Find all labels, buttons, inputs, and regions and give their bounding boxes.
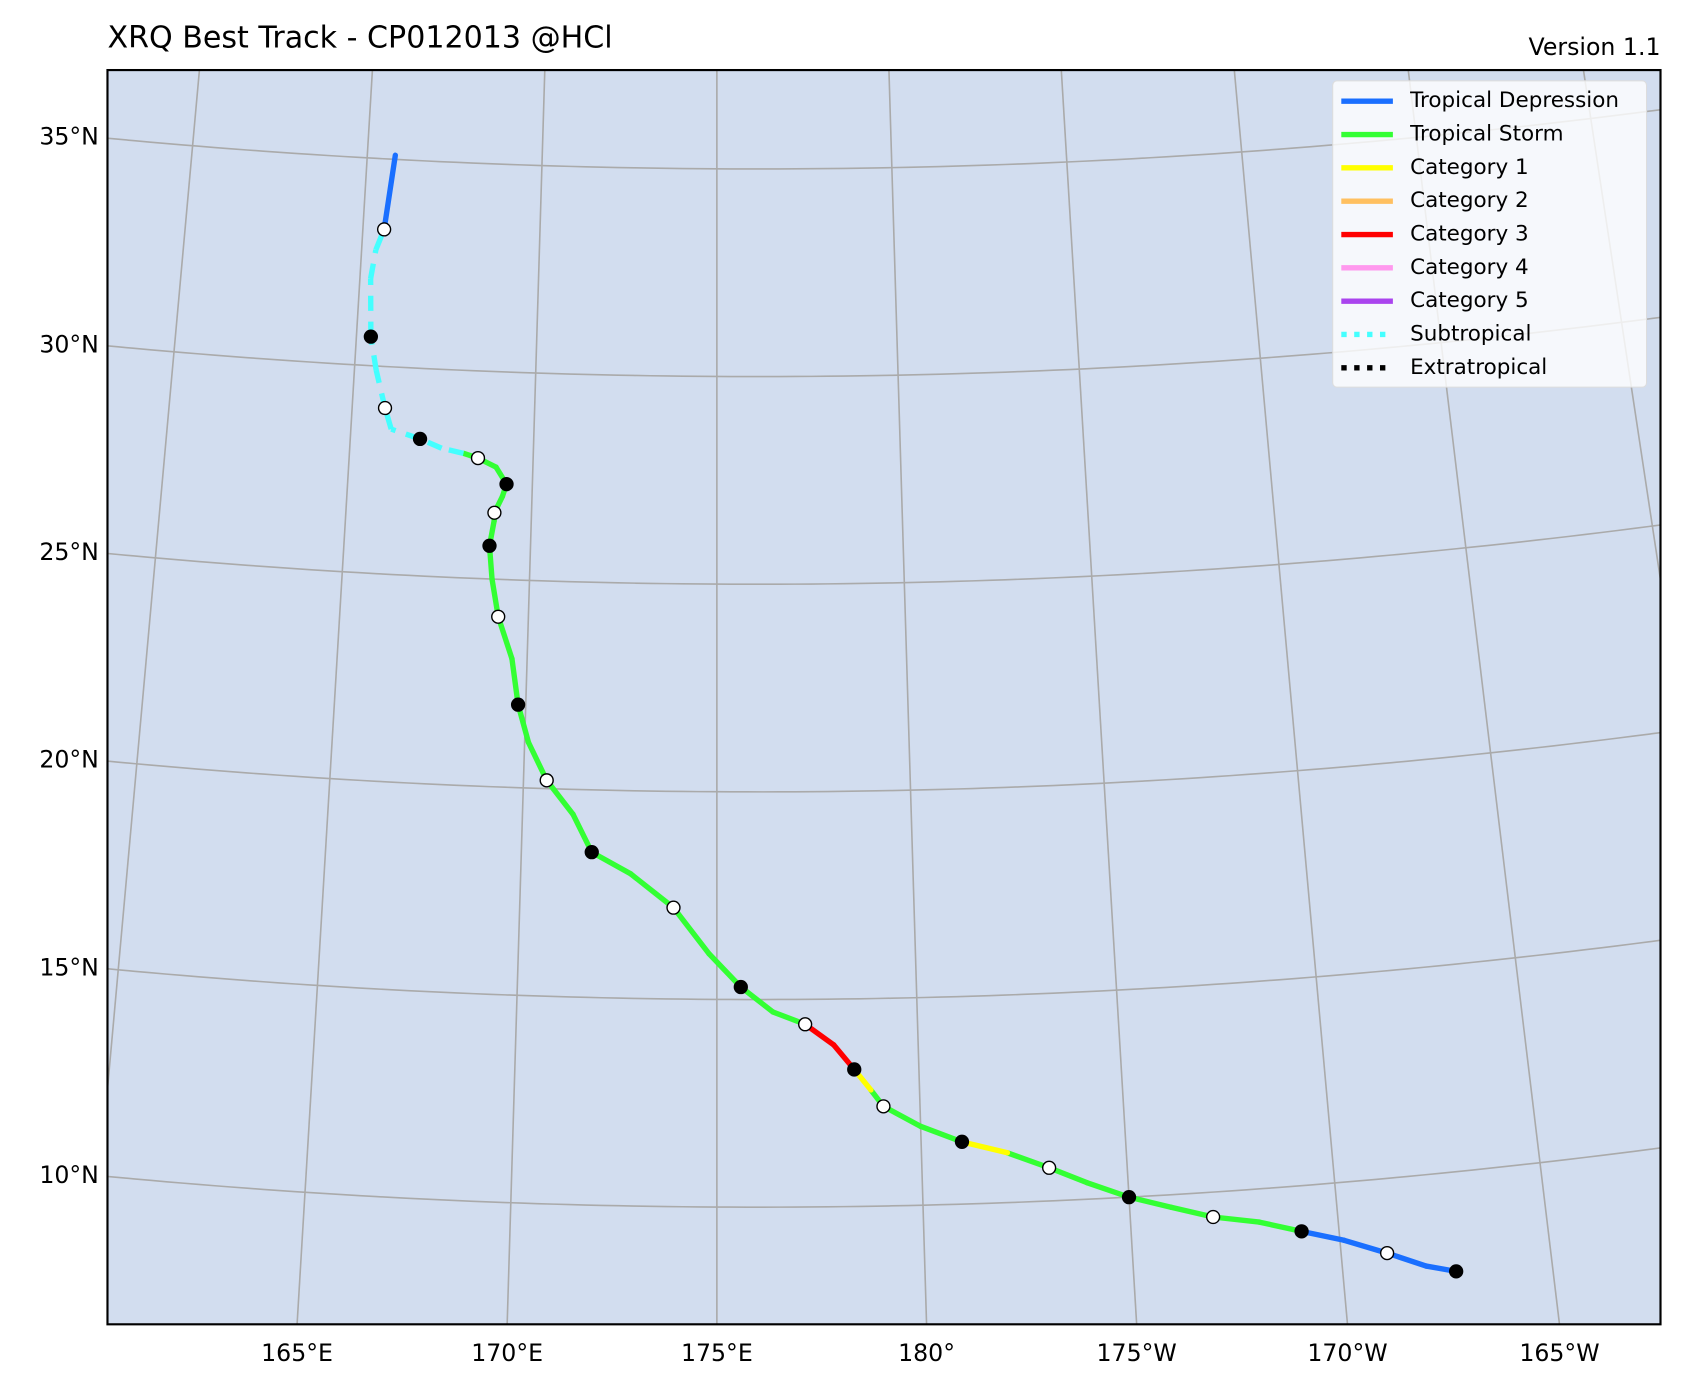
track-point bbox=[510, 697, 526, 712]
track bbox=[363, 152, 1464, 1279]
legend-label: Extratropical bbox=[1410, 355, 1547, 380]
track-point bbox=[1041, 1160, 1057, 1175]
legend-label: Tropical Storm bbox=[1409, 122, 1563, 147]
legend-label: Subtropical bbox=[1410, 321, 1531, 346]
version: Version 1.1 bbox=[1529, 33, 1661, 61]
track-segment bbox=[1004, 1150, 1052, 1171]
track-segment bbox=[373, 228, 387, 251]
track-segment bbox=[381, 152, 399, 233]
legend-label: Category 2 bbox=[1410, 188, 1529, 213]
track-point bbox=[1294, 1224, 1309, 1239]
track-point bbox=[487, 505, 502, 520]
track-segment bbox=[1298, 1228, 1347, 1243]
track-segment bbox=[959, 1139, 1011, 1156]
track-point bbox=[363, 329, 379, 344]
track-segment bbox=[706, 950, 744, 990]
lat-label: 25°N bbox=[39, 538, 99, 566]
track-segment bbox=[1341, 1237, 1390, 1256]
lat-grid-line bbox=[107, 1147, 1661, 1208]
track-segment bbox=[589, 849, 634, 877]
lat-label: 30°N bbox=[39, 330, 99, 358]
lon-grid-line bbox=[1233, 70, 1349, 1325]
track-point bbox=[539, 773, 554, 788]
track-point bbox=[1379, 1245, 1395, 1261]
track-point bbox=[1205, 1209, 1221, 1225]
lon-label: 170°W bbox=[1307, 1339, 1387, 1367]
track-point bbox=[499, 476, 514, 492]
track-point bbox=[377, 400, 393, 416]
lat-grid-line bbox=[107, 731, 1661, 793]
legend-label: Category 5 bbox=[1410, 288, 1529, 313]
track-segment bbox=[1084, 1179, 1132, 1200]
track-point bbox=[733, 979, 748, 995]
track-segment bbox=[1256, 1219, 1305, 1235]
track-point bbox=[798, 1017, 813, 1032]
track-segment bbox=[367, 249, 379, 279]
lat-grid-line bbox=[107, 524, 1661, 586]
title: XRQ Best Track - CP012013 @HCl bbox=[107, 20, 612, 55]
lon-grid-line bbox=[888, 70, 928, 1325]
track-point bbox=[470, 450, 486, 466]
axis-labels: 10°N 15°N 20°N 25°N 30°N 35°N 165°E 170°E 175°E 1… bbox=[39, 123, 1599, 1367]
lon-grid-line bbox=[296, 70, 374, 1325]
track-segment bbox=[418, 436, 443, 451]
track-segment bbox=[382, 407, 394, 430]
track-segment bbox=[1126, 1194, 1174, 1210]
track-point bbox=[666, 900, 681, 915]
track-point bbox=[1121, 1189, 1137, 1205]
track-point bbox=[491, 609, 506, 624]
lat-label: 20°N bbox=[39, 746, 99, 774]
lat-label: 35°N bbox=[39, 123, 99, 151]
track-segment bbox=[627, 871, 677, 911]
track-segment bbox=[670, 904, 712, 957]
track-point bbox=[847, 1062, 862, 1077]
track-point bbox=[412, 431, 428, 447]
lon-grid-line bbox=[506, 70, 546, 1325]
map-frame bbox=[106, 68, 1662, 1326]
track-segment bbox=[495, 614, 515, 662]
track-segment bbox=[1168, 1204, 1216, 1220]
legend-label: Tropical Depression bbox=[1409, 88, 1619, 113]
lon-label: 175°W bbox=[1097, 1339, 1177, 1367]
lon-label: 175°E bbox=[681, 1339, 753, 1367]
lon-grid-line bbox=[1060, 70, 1138, 1325]
track-segment bbox=[544, 777, 576, 817]
track-point bbox=[482, 538, 497, 553]
legend-label: Category 4 bbox=[1410, 255, 1529, 280]
track-point bbox=[954, 1134, 970, 1149]
track-point bbox=[1449, 1264, 1464, 1279]
track-segment bbox=[441, 445, 465, 456]
lat-label: 15°N bbox=[39, 953, 99, 981]
lat-label: 10°N bbox=[39, 1161, 99, 1189]
legend-label: Category 3 bbox=[1410, 222, 1529, 247]
track-segment bbox=[1210, 1214, 1262, 1225]
legend: Tropical Depression Tropical Storm Categor… bbox=[1332, 80, 1648, 388]
legend-box bbox=[1332, 80, 1648, 388]
track-segment bbox=[917, 1123, 965, 1145]
lon-label: 165°W bbox=[1519, 1339, 1599, 1367]
track-segment bbox=[509, 656, 521, 708]
lon-label: 170°E bbox=[471, 1339, 543, 1367]
track-point bbox=[376, 222, 392, 237]
lon-label: 165°E bbox=[261, 1339, 333, 1367]
legend-label: Category 1 bbox=[1410, 155, 1529, 180]
lat-grid-line bbox=[107, 939, 1661, 1001]
graticule bbox=[107, 70, 1661, 1325]
lon-grid-line bbox=[107, 70, 201, 1098]
lon-label: 180° bbox=[898, 1339, 955, 1367]
track-point bbox=[876, 1099, 891, 1114]
track-point bbox=[584, 845, 599, 860]
